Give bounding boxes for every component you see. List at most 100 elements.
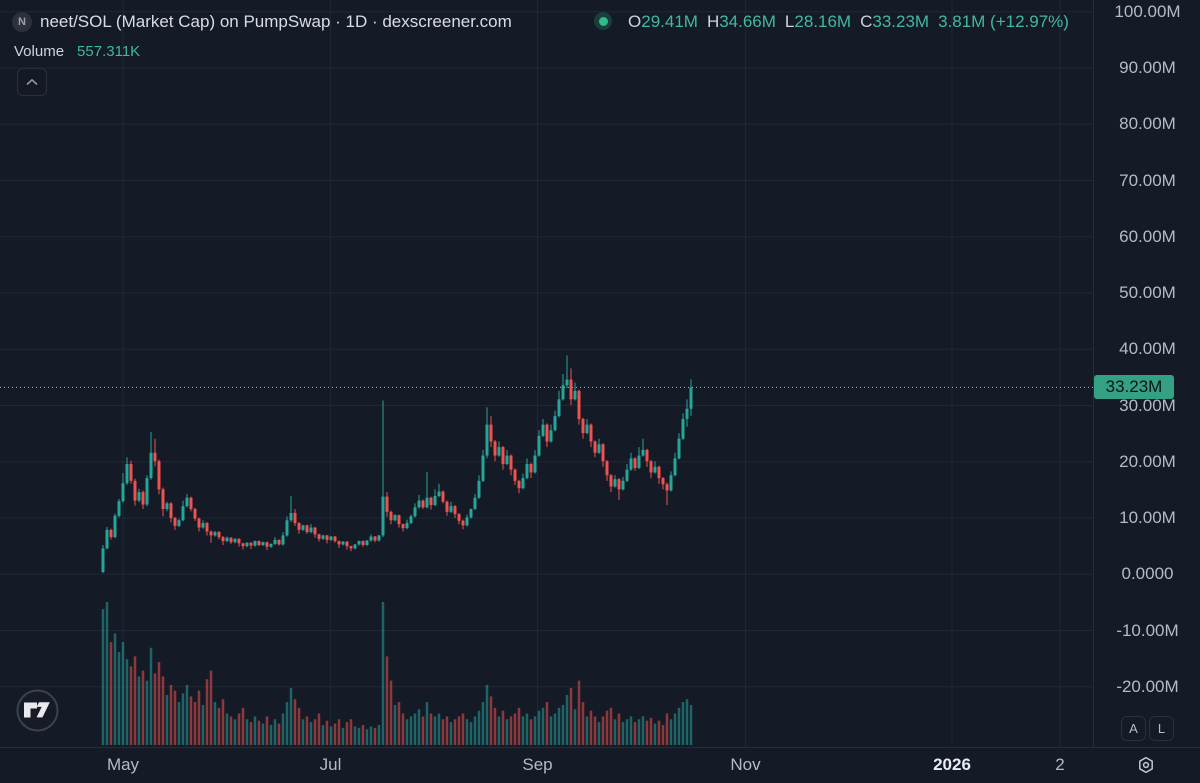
candle-body [305, 525, 309, 533]
candle-body [377, 535, 381, 541]
candle-body [321, 535, 325, 539]
volume-bar [361, 724, 365, 745]
candle-body [145, 478, 149, 505]
time-tick-label: 2 [1055, 755, 1065, 774]
candle-body [193, 509, 197, 519]
candle-body [565, 379, 569, 386]
volume-bar [265, 716, 269, 745]
candle-body [161, 489, 165, 509]
candle-body [429, 497, 433, 506]
candle-body [545, 424, 549, 442]
log-scale-button[interactable]: L [1149, 716, 1174, 741]
candle-body [233, 538, 237, 543]
candle-body [337, 541, 341, 545]
volume-bar [457, 716, 461, 745]
volume-bar [117, 652, 121, 745]
candle-body [349, 546, 353, 549]
candle-body [601, 444, 605, 462]
volume-bar [401, 713, 405, 745]
candle-body [681, 419, 685, 439]
volume-bar [165, 694, 169, 745]
volume-bar [589, 710, 593, 745]
candle-body [209, 531, 213, 536]
candle-body [625, 469, 629, 481]
volume-bar [261, 723, 265, 745]
settings-gear-icon[interactable] [1134, 753, 1158, 777]
volume-bar [681, 702, 685, 745]
volume-bar [393, 704, 397, 745]
volume-bar [585, 716, 589, 745]
volume-bar [469, 722, 473, 745]
candle-body [405, 523, 409, 529]
candle-body [441, 491, 445, 502]
volume-bar [685, 699, 689, 745]
volume-bar [281, 713, 285, 745]
volume-bar [621, 722, 625, 745]
candle-body [537, 435, 541, 456]
candle-body [353, 544, 357, 549]
candle-body [581, 419, 585, 434]
candle-body [633, 458, 637, 468]
candle-body [301, 525, 305, 530]
volume-bar [249, 722, 253, 745]
candle-body [245, 542, 249, 547]
volume-bar [277, 723, 281, 745]
candle-body [557, 399, 561, 417]
time-tick-label: Jul [319, 755, 342, 774]
volume-bar [301, 719, 305, 745]
candle-body [469, 509, 473, 518]
collapse-legend-button[interactable] [17, 68, 47, 96]
volume-bar [285, 702, 289, 745]
volume-bar [129, 666, 133, 745]
price-tick-label: -20.00M [1116, 676, 1179, 696]
tradingview-logo[interactable] [16, 689, 59, 732]
candle-body [673, 458, 677, 476]
volume-bar [633, 722, 637, 745]
candle-body [485, 424, 489, 456]
candle-body [105, 529, 109, 549]
candle-body [589, 424, 593, 442]
candle-body [157, 461, 161, 490]
candle-body [117, 501, 121, 516]
volume-bar [173, 690, 177, 745]
volume-bar [441, 719, 445, 745]
candle-body [445, 501, 449, 512]
candle-body [169, 503, 173, 518]
volume-bar [549, 716, 553, 745]
volume-bar [177, 702, 181, 745]
candle-body [497, 447, 501, 456]
candle-body [121, 483, 125, 502]
volume-bar [233, 719, 237, 745]
candle-body [561, 385, 565, 400]
volume-bar [201, 704, 205, 745]
auto-scale-button[interactable]: A [1121, 716, 1146, 741]
time-axis[interactable]: May Jul Sep Nov 2026 2 [0, 747, 1200, 783]
volume-bar [309, 722, 313, 745]
candle-body [361, 541, 365, 545]
volume-bar [113, 633, 117, 745]
candle-body [317, 534, 321, 539]
volume-bar [125, 659, 129, 745]
volume-bar [413, 713, 417, 745]
volume-bar [525, 713, 529, 745]
volume-bar [305, 716, 309, 745]
chart-title[interactable]: neet/SOL (Market Cap) on PumpSwap · 1D ·… [40, 12, 512, 31]
time-tick-label: Sep [522, 755, 553, 774]
candle-body [689, 387, 693, 409]
current-price-label: 33.23M [1094, 375, 1174, 400]
candle-body [549, 430, 553, 442]
volume-bar [637, 719, 641, 745]
volume-bar [609, 707, 613, 745]
price-axis[interactable]: 100.00M 90.00M 80.00M 70.00M 60.00M 50.00M 40.… [1093, 0, 1200, 747]
candle-body [341, 541, 345, 545]
open-value: 29.41M [641, 12, 698, 31]
volume-bar [645, 720, 649, 745]
candle-body [521, 478, 525, 489]
candle-body [493, 441, 497, 456]
candle-body [329, 536, 333, 540]
candle-body [153, 452, 157, 462]
candle-body [325, 535, 329, 540]
candle-body [597, 444, 601, 453]
